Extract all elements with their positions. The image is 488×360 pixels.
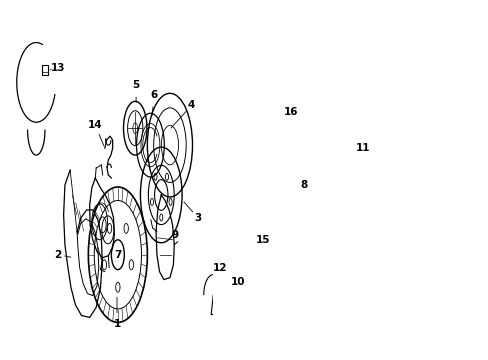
Text: 9: 9 <box>171 230 178 240</box>
Text: 16: 16 <box>283 107 297 117</box>
Text: 10: 10 <box>231 276 245 287</box>
Text: 6: 6 <box>150 90 158 100</box>
Text: 8: 8 <box>299 180 306 190</box>
Text: 4: 4 <box>187 100 195 110</box>
Text: 11: 11 <box>355 143 369 153</box>
Text: 13: 13 <box>51 63 65 73</box>
FancyBboxPatch shape <box>42 66 48 75</box>
Text: 7: 7 <box>114 250 122 260</box>
Text: 1: 1 <box>113 319 121 329</box>
Text: 15: 15 <box>256 235 270 245</box>
Text: 5: 5 <box>132 80 140 90</box>
Text: 14: 14 <box>88 120 102 130</box>
Text: 3: 3 <box>194 213 202 223</box>
Text: 12: 12 <box>212 263 226 273</box>
Text: 2: 2 <box>54 250 61 260</box>
